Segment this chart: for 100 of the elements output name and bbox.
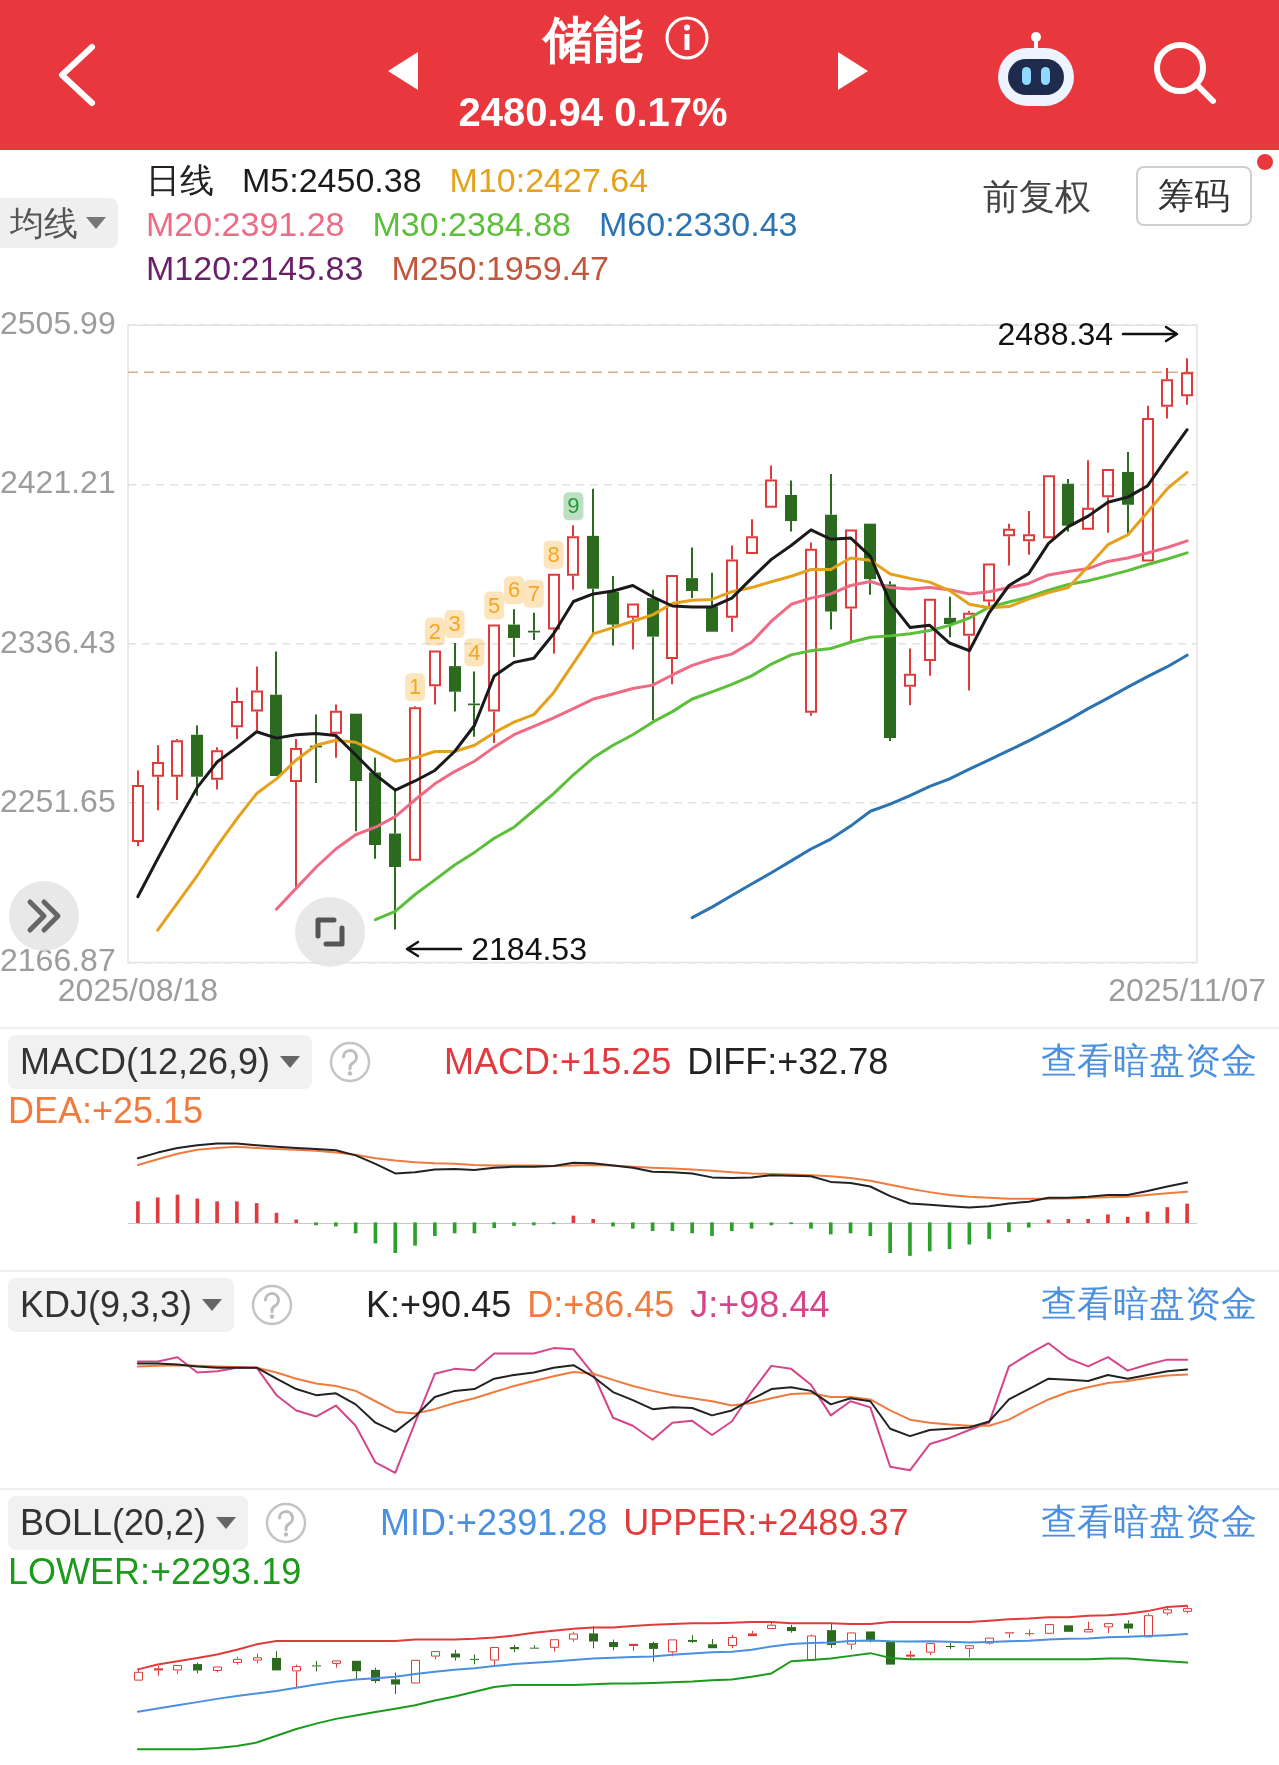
candlestick bbox=[607, 575, 619, 647]
candlestick bbox=[389, 788, 401, 931]
text: MACD:+15.25 bbox=[444, 1040, 672, 1084]
text: 查看暗盘资金 bbox=[1041, 1282, 1257, 1326]
candlestick bbox=[1084, 1621, 1093, 1633]
series-label: D:+86.45 bbox=[527, 1283, 675, 1327]
candlestick bbox=[805, 541, 817, 717]
dropdown: KDJ(9,3,3) bbox=[8, 1278, 235, 1332]
bar bbox=[512, 1222, 516, 1226]
bar bbox=[809, 1222, 813, 1229]
text: LOWER:+2293.19 bbox=[8, 1550, 302, 1594]
candlestick bbox=[332, 1660, 341, 1669]
candlestick bbox=[470, 1653, 479, 1665]
annotation: 2488.34 bbox=[997, 315, 1114, 355]
bar bbox=[531, 1222, 536, 1226]
annotation: 2184.53 bbox=[471, 930, 587, 970]
candlestick bbox=[132, 769, 144, 848]
bar bbox=[195, 1198, 200, 1224]
dropdown: 均线 bbox=[0, 198, 118, 248]
candlestick bbox=[688, 1634, 697, 1642]
bar bbox=[1165, 1207, 1170, 1224]
candlestick bbox=[488, 624, 500, 745]
candlestick bbox=[629, 1643, 638, 1652]
candlestick bbox=[785, 479, 797, 533]
candlestick bbox=[1102, 468, 1114, 534]
text: 查看暗盘资金 bbox=[1041, 1500, 1257, 1544]
text: 3 bbox=[448, 611, 461, 637]
candlestick bbox=[233, 1656, 242, 1666]
chart-title: BOLL(20,2) bbox=[20, 1501, 207, 1545]
legend-label: M120:2145.83 bbox=[146, 248, 364, 289]
candlestick bbox=[1045, 1624, 1054, 1634]
candlestick bbox=[567, 524, 579, 591]
text: 查看暗盘资金 bbox=[1041, 1039, 1257, 1083]
text: 日线 bbox=[146, 160, 214, 201]
candlestick bbox=[587, 487, 599, 634]
y-tick-label: 2505.99 bbox=[0, 305, 116, 342]
candlestick bbox=[926, 1643, 935, 1656]
bar bbox=[710, 1222, 714, 1237]
candlestick bbox=[290, 737, 302, 888]
bar bbox=[334, 1222, 338, 1227]
candlestick bbox=[231, 686, 243, 740]
candlestick bbox=[530, 1644, 539, 1649]
bar bbox=[314, 1222, 318, 1226]
bar bbox=[611, 1222, 615, 1227]
candlestick bbox=[686, 546, 698, 600]
candlestick bbox=[429, 650, 441, 706]
candlestick bbox=[449, 642, 461, 713]
candlestick bbox=[807, 1635, 816, 1661]
candlestick bbox=[726, 544, 738, 633]
candlestick bbox=[251, 665, 263, 732]
text: 7 bbox=[527, 580, 540, 606]
candlestick bbox=[647, 588, 659, 721]
bar bbox=[987, 1222, 991, 1239]
bar bbox=[908, 1222, 912, 1256]
candlestick bbox=[1122, 451, 1134, 536]
candlestick bbox=[1161, 367, 1173, 420]
candlestick bbox=[510, 1644, 519, 1653]
candlestick bbox=[787, 1624, 796, 1634]
text: 1 bbox=[408, 674, 422, 700]
candlestick bbox=[211, 746, 223, 791]
candlestick bbox=[152, 744, 164, 812]
bar bbox=[235, 1201, 239, 1224]
candlestick bbox=[1023, 510, 1035, 556]
candlestick bbox=[193, 1664, 202, 1674]
text: 9 bbox=[567, 493, 580, 519]
candlestick bbox=[728, 1634, 737, 1649]
bar bbox=[1185, 1203, 1189, 1224]
chart-title: MACD(12,26,9) bbox=[20, 1040, 271, 1084]
candlestick bbox=[213, 1666, 222, 1672]
text: 5 bbox=[488, 592, 501, 618]
text: 4 bbox=[468, 639, 481, 665]
chart-title: KDJ(9,3,3) bbox=[20, 1283, 193, 1327]
text: DIFF:+32.78 bbox=[687, 1040, 889, 1084]
bar bbox=[591, 1218, 596, 1224]
bar bbox=[413, 1222, 417, 1246]
candlestick bbox=[508, 608, 520, 658]
candlestick bbox=[1082, 459, 1094, 530]
candlestick bbox=[985, 1637, 994, 1644]
bar bbox=[1026, 1222, 1031, 1228]
bar bbox=[294, 1219, 299, 1224]
candlestick bbox=[904, 647, 916, 707]
candlestick bbox=[924, 598, 936, 677]
candlestick bbox=[963, 609, 975, 692]
candlestick bbox=[666, 574, 678, 686]
bar bbox=[690, 1222, 695, 1234]
candlestick bbox=[369, 756, 381, 860]
candlestick bbox=[191, 724, 203, 797]
candlestick bbox=[946, 1642, 955, 1650]
series-label: J:+98.44 bbox=[690, 1283, 830, 1327]
candlestick bbox=[706, 571, 718, 632]
dropdown: BOLL(20,2) bbox=[8, 1496, 249, 1550]
bar bbox=[888, 1222, 892, 1253]
candlestick bbox=[330, 703, 342, 759]
candlestick bbox=[965, 1645, 974, 1658]
text: 前复权 bbox=[983, 176, 1091, 218]
candlestick bbox=[1144, 1612, 1153, 1638]
candlestick bbox=[550, 1639, 559, 1653]
text: M5:2450.38 bbox=[242, 160, 422, 201]
candlestick bbox=[272, 1650, 281, 1671]
bar bbox=[1007, 1222, 1011, 1233]
